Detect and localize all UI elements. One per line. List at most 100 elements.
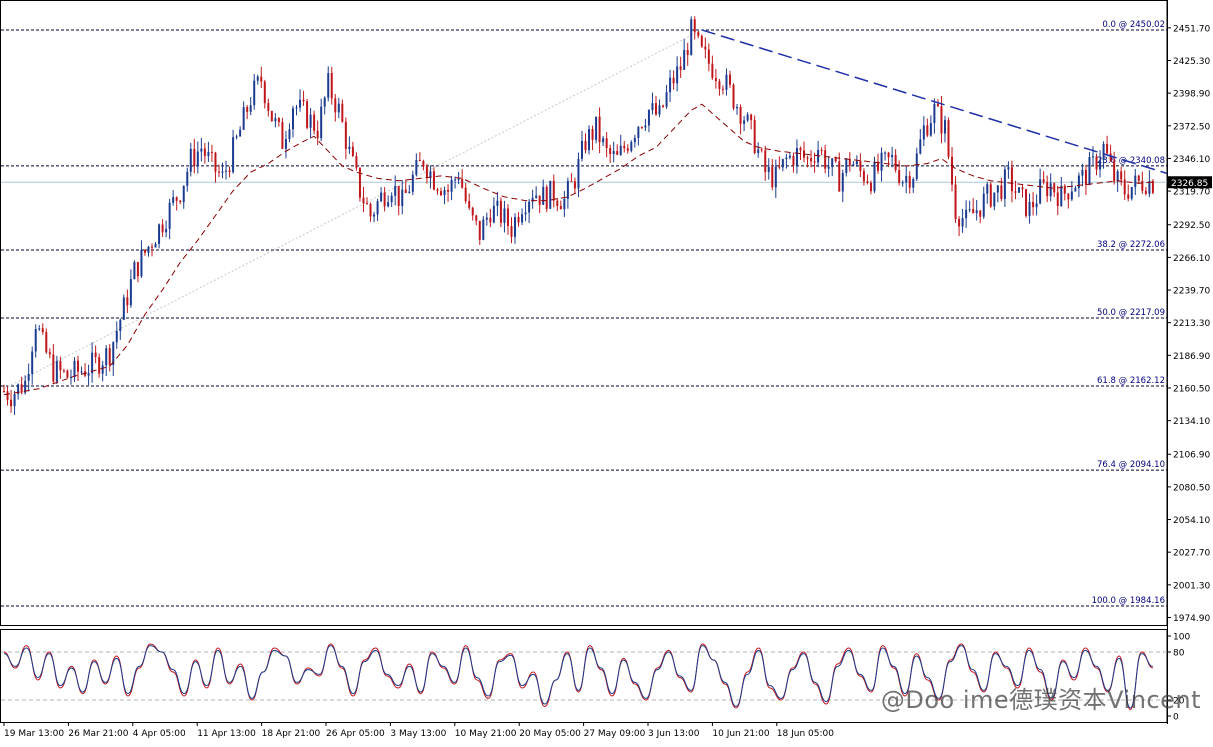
candle-body <box>66 370 69 378</box>
candle-body <box>288 129 291 140</box>
candle-body <box>101 365 104 374</box>
candle-body <box>736 106 739 109</box>
candle-body <box>1113 160 1116 182</box>
candle-body <box>122 297 125 320</box>
candle-body <box>492 205 495 223</box>
candle-body <box>55 361 58 382</box>
price-axis-label: 2160.50 <box>1173 384 1210 394</box>
candle-body <box>781 159 784 168</box>
fib-level-label: 23.6 @ 2340.08 <box>1097 156 1165 166</box>
candle-body <box>330 73 333 99</box>
candle-body <box>1130 187 1133 199</box>
candle-body <box>98 357 101 374</box>
candle-body <box>334 98 337 113</box>
candle-body <box>831 158 834 167</box>
candle-body <box>1067 193 1070 200</box>
candle-body <box>725 74 728 90</box>
candle-body <box>704 46 707 50</box>
candle-body <box>711 63 714 79</box>
candle-body <box>961 218 964 227</box>
candle-body <box>912 178 915 188</box>
candle-body <box>1127 194 1130 199</box>
candle-body <box>189 148 192 172</box>
candle-body <box>239 129 242 137</box>
candle-body <box>327 73 330 98</box>
candle-body <box>1000 185 1003 199</box>
price-axis-label: 2027.70 <box>1173 549 1210 559</box>
candle-body <box>348 146 351 149</box>
candle-body <box>376 201 379 215</box>
candle-body <box>10 399 13 407</box>
watermark: @Doo ime德璞资本Vincent <box>880 686 1201 714</box>
candle-body <box>996 185 999 193</box>
candle-body <box>454 179 457 181</box>
candle-body <box>390 195 393 203</box>
candle-body <box>415 159 418 175</box>
candle-body <box>425 166 428 179</box>
candle-body <box>263 81 266 104</box>
oscillator-axis-label: 80 <box>1173 649 1185 659</box>
candle-body <box>933 103 936 124</box>
candle-body <box>461 178 464 188</box>
candle-body <box>31 351 34 375</box>
candle-body <box>690 19 693 55</box>
candle-body <box>475 215 478 221</box>
candle-body <box>577 158 580 189</box>
candle-body <box>774 166 777 188</box>
candle-body <box>38 328 41 330</box>
candle-body <box>1134 175 1137 188</box>
candle-body <box>1081 169 1084 176</box>
candle-body <box>27 374 30 381</box>
candle-body <box>165 228 168 233</box>
candle-body <box>669 77 672 93</box>
candle-body <box>112 342 115 365</box>
candle-body <box>771 167 774 188</box>
candle-body <box>196 151 199 167</box>
candle-body <box>291 108 294 130</box>
candle-body <box>443 190 446 196</box>
candle-body <box>1084 169 1087 185</box>
candle-body <box>993 192 996 207</box>
candle-body <box>989 184 992 207</box>
candle-body <box>242 107 245 130</box>
candle-body <box>20 384 23 393</box>
candle-body <box>728 74 731 85</box>
candle-body <box>24 380 27 393</box>
price-axis-label: 2080.50 <box>1173 483 1210 493</box>
candle-body <box>1056 192 1059 207</box>
candle-body <box>753 120 756 153</box>
candle-body <box>306 101 309 128</box>
candle-body <box>898 170 901 184</box>
candle-body <box>1116 171 1119 182</box>
candle-body <box>951 156 954 185</box>
fib-level-label: 61.8 @ 2162.12 <box>1097 376 1165 386</box>
candle-body <box>506 208 509 227</box>
candle-body <box>401 189 404 206</box>
candle-body <box>845 159 848 173</box>
candle-body <box>341 103 344 122</box>
candle-body <box>958 219 961 227</box>
candle-body <box>1123 179 1126 195</box>
candle-body <box>908 175 911 188</box>
candle-body <box>1046 182 1049 197</box>
candle-body <box>355 156 358 168</box>
candle-body <box>612 150 615 155</box>
candle-body <box>1077 175 1080 189</box>
candle-body <box>697 32 700 36</box>
candle-body <box>556 200 559 207</box>
candle-body <box>221 171 224 173</box>
candle-body <box>943 120 946 134</box>
candle-body <box>108 348 111 365</box>
candle-body <box>654 103 657 115</box>
candle-body <box>1028 201 1031 216</box>
candle-body <box>422 161 425 167</box>
candle-body <box>1141 180 1144 191</box>
candle-body <box>210 151 213 153</box>
price-axis-label: 2425.30 <box>1173 57 1210 67</box>
candle-body <box>351 146 354 157</box>
candle-body <box>1017 187 1020 193</box>
candle-body <box>901 182 904 184</box>
candle-body <box>344 121 347 149</box>
candle-body <box>979 210 982 217</box>
